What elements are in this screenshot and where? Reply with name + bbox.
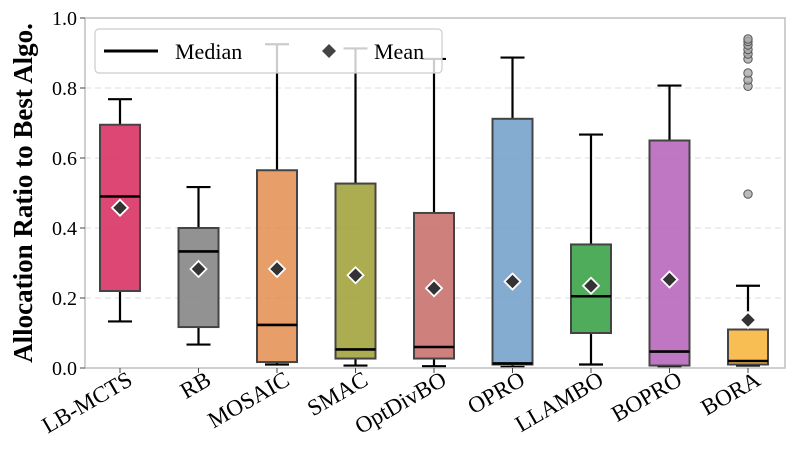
box-lb-mcts bbox=[99, 98, 141, 323]
mean-marker bbox=[267, 259, 287, 279]
y-tick-label: 0.6 bbox=[52, 148, 77, 170]
x-tick-label: RB bbox=[176, 367, 215, 404]
box-llambo bbox=[570, 133, 612, 366]
box-rb bbox=[177, 185, 220, 346]
box-body bbox=[334, 182, 377, 360]
boxes bbox=[99, 34, 769, 369]
y-tick-label: 0.2 bbox=[52, 288, 77, 310]
mean-marker bbox=[424, 278, 444, 298]
box-opro bbox=[491, 56, 534, 369]
box-body bbox=[648, 139, 691, 367]
box-body bbox=[727, 328, 769, 366]
box-bopro bbox=[648, 84, 691, 369]
box-bora bbox=[727, 34, 769, 367]
plot-frame bbox=[84, 17, 786, 369]
x-tick-label: BORA bbox=[697, 366, 765, 420]
legend-frame bbox=[94, 28, 443, 74]
y-tick-label: 1.0 bbox=[52, 8, 77, 30]
mean-marker bbox=[110, 198, 130, 217]
mean-marker bbox=[581, 276, 601, 296]
x-tick-label: MOSAIC bbox=[204, 367, 294, 433]
x-tick-label: LLAMBO bbox=[511, 367, 608, 437]
y-axis-ticks: 0.0 0.2 0.4 0.6 0.8 1.0 bbox=[52, 8, 85, 380]
outlier-point bbox=[743, 34, 753, 44]
box-mosaic bbox=[256, 43, 298, 366]
y-axis-label: Allocation Ratio to Best Algo. bbox=[8, 23, 38, 363]
y-tick-label: 0.8 bbox=[52, 78, 77, 100]
mean-marker bbox=[738, 310, 758, 330]
mean-marker bbox=[660, 270, 679, 289]
mean-marker bbox=[189, 259, 208, 279]
box-smac bbox=[334, 47, 377, 367]
outlier-point bbox=[743, 68, 753, 78]
y-tick-label: 0.0 bbox=[52, 358, 77, 380]
legend-median-label: Median bbox=[175, 39, 242, 64]
box-optdivbo bbox=[413, 57, 455, 368]
x-tick-label: BOPRO bbox=[607, 367, 686, 427]
box-body bbox=[491, 117, 534, 366]
legend-mean-label: Mean bbox=[374, 39, 424, 64]
y-tick-label: 0.4 bbox=[52, 218, 77, 240]
mean-marker bbox=[503, 272, 522, 291]
legend-mean-swatch bbox=[322, 44, 336, 58]
outlier-point bbox=[743, 189, 753, 199]
mean-marker bbox=[346, 265, 365, 285]
box-body bbox=[570, 243, 612, 334]
legend: Median Mean bbox=[94, 28, 443, 74]
